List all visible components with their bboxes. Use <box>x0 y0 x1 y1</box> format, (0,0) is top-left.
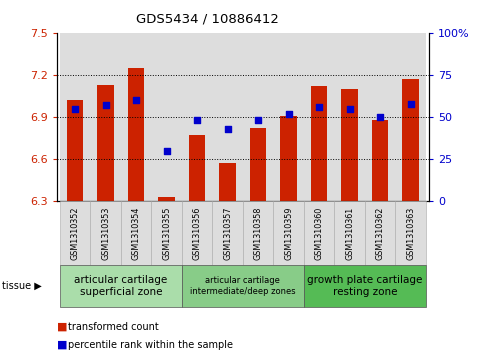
Bar <box>304 33 334 201</box>
Point <box>315 104 323 110</box>
Bar <box>97 85 114 201</box>
Bar <box>212 33 243 201</box>
Text: GSM1310355: GSM1310355 <box>162 207 171 260</box>
Bar <box>243 33 273 201</box>
Bar <box>311 86 327 201</box>
Bar <box>90 33 121 201</box>
Bar <box>158 197 175 201</box>
Bar <box>334 33 365 201</box>
Bar <box>365 33 395 201</box>
Text: ■: ■ <box>57 340 67 350</box>
Bar <box>182 33 212 201</box>
Text: articular cartilage
superficial zone: articular cartilage superficial zone <box>74 275 168 297</box>
Text: transformed count: transformed count <box>68 322 159 332</box>
Text: GSM1310363: GSM1310363 <box>406 207 415 260</box>
Point <box>346 106 353 111</box>
Point <box>224 126 232 132</box>
Bar <box>219 163 236 201</box>
Bar <box>189 135 206 201</box>
Text: GSM1310352: GSM1310352 <box>70 207 79 260</box>
Point <box>71 106 79 111</box>
Point <box>407 101 415 106</box>
Text: GDS5434 / 10886412: GDS5434 / 10886412 <box>136 13 279 26</box>
Text: GSM1310357: GSM1310357 <box>223 207 232 260</box>
Text: GSM1310361: GSM1310361 <box>345 207 354 260</box>
Text: articular cartilage
intermediate/deep zones: articular cartilage intermediate/deep zo… <box>190 276 296 295</box>
Bar <box>60 33 90 201</box>
Text: GSM1310362: GSM1310362 <box>376 207 385 260</box>
Point <box>102 102 109 108</box>
Text: growth plate cartilage
resting zone: growth plate cartilage resting zone <box>307 275 423 297</box>
Text: GSM1310358: GSM1310358 <box>253 207 263 260</box>
Bar <box>395 33 426 201</box>
Point <box>193 118 201 123</box>
Bar <box>372 120 388 201</box>
Text: GSM1310359: GSM1310359 <box>284 207 293 260</box>
Bar <box>151 33 182 201</box>
Text: GSM1310353: GSM1310353 <box>101 207 110 260</box>
Bar <box>249 128 266 201</box>
Text: GSM1310360: GSM1310360 <box>315 207 323 260</box>
Point <box>254 118 262 123</box>
Bar <box>121 33 151 201</box>
Text: ■: ■ <box>57 322 67 332</box>
Point <box>284 111 292 117</box>
Bar <box>341 89 358 201</box>
Bar <box>280 116 297 201</box>
Point <box>132 97 140 103</box>
Text: GSM1310356: GSM1310356 <box>193 207 202 260</box>
Text: percentile rank within the sample: percentile rank within the sample <box>68 340 233 350</box>
Bar <box>67 100 83 201</box>
Bar <box>402 79 419 201</box>
Bar <box>128 68 144 201</box>
Text: GSM1310354: GSM1310354 <box>132 207 141 260</box>
Text: tissue ▶: tissue ▶ <box>2 281 42 291</box>
Point <box>163 148 171 154</box>
Point <box>376 114 384 120</box>
Bar <box>273 33 304 201</box>
